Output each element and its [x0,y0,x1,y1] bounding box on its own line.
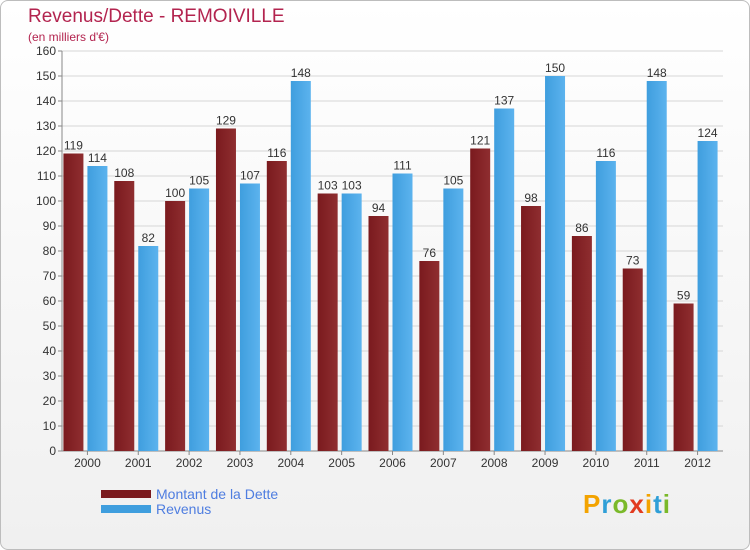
bar-revenue [697,141,718,451]
data-label-revenue: 105 [443,174,463,188]
x-tick-label: 2012 [684,456,711,470]
chart-subtitle: (en milliers d'€) [28,30,109,44]
x-tick-label: 2005 [328,456,355,470]
bar-revenue [87,166,108,451]
data-label-debt: 121 [470,134,490,148]
bar-revenue [494,108,515,451]
data-label-revenue: 105 [189,174,209,188]
bar-revenue [443,188,464,451]
bar-revenue [290,81,311,451]
logo-letter: i [644,489,654,519]
bar-debt [571,236,592,451]
data-label-debt: 108 [114,166,134,180]
y-tick-label: 150 [36,69,56,83]
y-tick-label: 100 [36,194,56,208]
bar-debt [622,268,643,451]
bar-debt [215,128,236,451]
logo-letter: x [629,489,645,519]
y-tick-label: 90 [43,219,57,233]
data-label-revenue: 148 [647,66,667,80]
legend-label-debt: Montant de la Dette [156,486,279,502]
logo-letter: P [583,489,602,519]
bar-debt [419,261,440,451]
y-tick-label: 50 [43,319,57,333]
data-label-debt: 98 [524,191,538,205]
bar-revenue [545,76,566,451]
x-tick-label: 2008 [481,456,508,470]
data-label-revenue: 148 [291,66,311,80]
logo-letter: t [653,489,663,519]
x-tick-label: 2001 [125,456,152,470]
logo-letter: r [601,489,613,519]
bar-debt [114,181,135,451]
data-label-debt: 76 [423,246,437,260]
bar-debt [63,153,84,451]
x-tick-label: 2010 [583,456,610,470]
bar-revenue [189,188,210,451]
data-label-debt: 103 [318,179,338,193]
data-label-revenue: 114 [88,151,107,165]
data-label-revenue: 124 [698,126,718,140]
data-label-revenue: 103 [342,179,362,193]
legend-label-revenue: Revenus [156,501,212,517]
y-tick-label: 110 [37,169,56,183]
bar-revenue [138,246,159,451]
data-label-revenue: 82 [142,231,156,245]
data-label-revenue: 137 [494,94,514,108]
y-tick-label: 160 [36,44,56,58]
bar-debt [368,216,389,451]
y-tick-label: 130 [36,119,56,133]
bar-debt [165,201,186,451]
legend-swatch-debt [101,490,151,498]
bar-revenue [392,173,413,451]
y-tick-label: 20 [43,394,57,408]
x-tick-label: 2003 [227,456,254,470]
legend-swatch-revenue [101,505,151,513]
y-tick-label: 70 [43,269,57,283]
x-tick-label: 2009 [532,456,559,470]
x-tick-label: 2004 [277,456,304,470]
logo-letter: o [612,489,630,519]
data-label-revenue: 107 [240,169,260,183]
data-label-debt: 100 [165,186,185,200]
data-label-revenue: 116 [596,146,615,160]
y-tick-label: 140 [36,94,56,108]
bar-revenue [341,193,362,451]
x-tick-label: 2000 [74,456,101,470]
y-tick-label: 120 [36,144,56,158]
data-label-revenue: 111 [393,159,412,173]
bar-revenue [595,161,616,451]
data-label-debt: 119 [64,139,83,153]
proxiti-logo: Proxiti [583,489,671,520]
data-label-debt: 73 [626,254,640,268]
data-label-debt: 116 [267,146,286,160]
bar-debt [521,206,542,451]
bar-debt [317,193,338,451]
logo-letter: i [662,489,671,519]
bar-revenue [239,183,260,451]
y-tick-label: 40 [43,344,57,358]
data-label-debt: 129 [216,114,236,128]
data-label-debt: 94 [372,201,386,215]
bar-debt [470,148,491,451]
y-tick-label: 80 [43,244,57,258]
bar-revenue [646,81,667,451]
data-label-debt: 86 [575,221,589,235]
y-tick-label: 10 [43,419,57,433]
chart-title: Revenus/Dette - REMOIVILLE [28,6,285,27]
data-label-debt: 59 [677,289,691,303]
y-tick-label: 0 [49,444,56,458]
x-tick-label: 2002 [176,456,203,470]
y-tick-label: 60 [43,294,57,308]
bar-debt [673,303,694,451]
bar-debt [266,161,287,451]
x-tick-label: 2006 [379,456,406,470]
data-label-revenue: 150 [545,61,565,75]
x-tick-label: 2007 [430,456,457,470]
y-tick-label: 30 [43,369,57,383]
x-tick-label: 2011 [634,456,660,470]
